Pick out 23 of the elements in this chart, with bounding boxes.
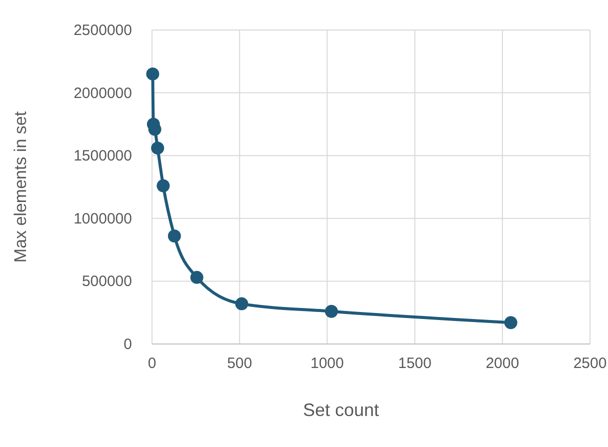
x-tick-label: 0 bbox=[148, 355, 156, 372]
point bbox=[324, 304, 338, 318]
x-axis-title: Set count bbox=[302, 400, 380, 420]
x-tick-label: 500 bbox=[227, 355, 252, 372]
x-tick-label: 1000 bbox=[310, 355, 344, 372]
y-tick-label: 2000000 bbox=[74, 84, 132, 102]
y-tick-label: 0 bbox=[124, 336, 132, 353]
x-tick-label: 2000 bbox=[486, 355, 520, 372]
point bbox=[148, 122, 162, 136]
y-tick-label: 1500000 bbox=[74, 148, 132, 165]
point bbox=[156, 179, 170, 192]
point bbox=[190, 270, 204, 284]
y-tick-label: 2500000 bbox=[74, 22, 132, 39]
point bbox=[146, 67, 160, 80]
point bbox=[235, 297, 248, 310]
point bbox=[168, 229, 181, 242]
x-tick-label: 1500 bbox=[398, 355, 432, 372]
y-tick-label: 500000 bbox=[82, 273, 132, 290]
point bbox=[151, 142, 164, 155]
y-axis-title: Max elements in set bbox=[11, 111, 30, 263]
y-tick-label: 1000000 bbox=[74, 210, 132, 228]
x-tick-label: 2500 bbox=[573, 355, 607, 372]
point bbox=[504, 316, 518, 330]
